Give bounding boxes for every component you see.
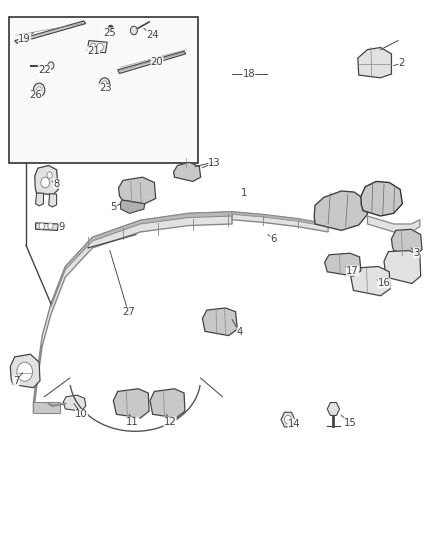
Polygon shape <box>358 47 392 78</box>
Circle shape <box>108 25 113 31</box>
Polygon shape <box>35 165 58 195</box>
Text: 26: 26 <box>29 90 42 100</box>
Text: 13: 13 <box>208 158 221 168</box>
Polygon shape <box>173 163 201 181</box>
Polygon shape <box>11 354 40 387</box>
Polygon shape <box>150 389 185 418</box>
Circle shape <box>41 177 49 188</box>
Polygon shape <box>232 212 328 232</box>
Circle shape <box>285 415 291 424</box>
Circle shape <box>47 172 52 178</box>
Polygon shape <box>351 266 390 296</box>
Text: 25: 25 <box>103 28 116 38</box>
Circle shape <box>48 62 54 69</box>
Polygon shape <box>202 308 237 336</box>
Polygon shape <box>63 395 86 411</box>
Polygon shape <box>33 212 232 413</box>
Text: 7: 7 <box>13 376 19 386</box>
Polygon shape <box>14 21 86 43</box>
Text: 18: 18 <box>242 69 255 79</box>
Polygon shape <box>281 412 295 427</box>
Circle shape <box>33 83 45 97</box>
Text: 6: 6 <box>270 234 277 244</box>
Text: 27: 27 <box>122 306 134 317</box>
Text: 11: 11 <box>126 417 139 427</box>
Polygon shape <box>118 51 186 74</box>
Text: 5: 5 <box>110 202 117 212</box>
Text: 9: 9 <box>59 222 65 232</box>
Text: 24: 24 <box>146 30 159 41</box>
Text: 14: 14 <box>288 419 300 429</box>
Polygon shape <box>327 402 339 415</box>
Text: 4: 4 <box>237 327 243 337</box>
Circle shape <box>36 87 42 93</box>
Polygon shape <box>325 253 361 276</box>
Text: 22: 22 <box>38 65 51 75</box>
Circle shape <box>131 26 138 35</box>
Polygon shape <box>35 193 43 206</box>
Polygon shape <box>384 251 421 284</box>
Polygon shape <box>35 223 58 230</box>
Text: 8: 8 <box>53 179 60 189</box>
Polygon shape <box>33 402 60 413</box>
Polygon shape <box>367 216 420 232</box>
Polygon shape <box>314 191 367 230</box>
Text: 21: 21 <box>87 46 99 56</box>
Text: 19: 19 <box>18 34 31 44</box>
Polygon shape <box>113 389 149 418</box>
Text: 16: 16 <box>378 278 390 288</box>
Polygon shape <box>120 200 145 213</box>
Polygon shape <box>392 229 422 256</box>
Text: 12: 12 <box>164 417 177 427</box>
Circle shape <box>39 223 44 229</box>
Circle shape <box>90 43 96 51</box>
Circle shape <box>99 78 110 91</box>
Text: 23: 23 <box>99 83 112 93</box>
Text: 15: 15 <box>343 418 357 428</box>
Polygon shape <box>51 212 232 307</box>
FancyBboxPatch shape <box>9 17 198 163</box>
Text: 2: 2 <box>398 59 405 68</box>
Text: 10: 10 <box>75 409 88 419</box>
Polygon shape <box>361 181 403 216</box>
Circle shape <box>48 223 53 229</box>
Text: 17: 17 <box>346 266 359 276</box>
Circle shape <box>17 362 32 381</box>
Polygon shape <box>87 41 107 53</box>
Text: 20: 20 <box>151 57 163 67</box>
Text: 3: 3 <box>413 248 420 257</box>
Circle shape <box>97 43 103 51</box>
Polygon shape <box>232 212 328 227</box>
Circle shape <box>102 81 107 87</box>
Polygon shape <box>49 193 57 207</box>
Polygon shape <box>119 177 155 204</box>
Text: 1: 1 <box>241 188 247 198</box>
